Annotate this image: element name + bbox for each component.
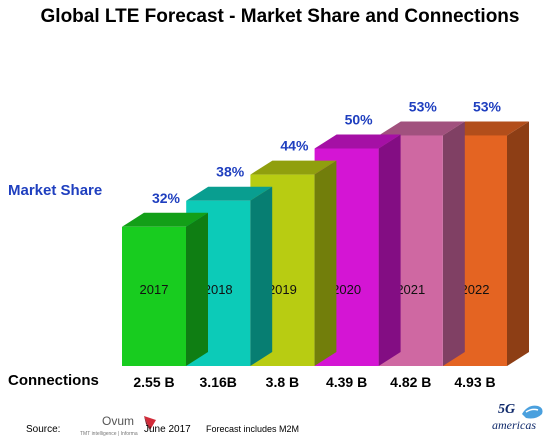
bar-top-2017 bbox=[122, 212, 208, 227]
bars-group: 2022 53% 4.93 B 2021 53% 4.82 B 2020 50% 4.39 B 2… bbox=[122, 98, 529, 390]
data-label: 38% bbox=[216, 164, 245, 180]
bar-side-2021 bbox=[442, 121, 465, 366]
bar-top-2020 bbox=[314, 134, 401, 149]
category-label: 2018 bbox=[204, 282, 233, 297]
data-label: 53% bbox=[409, 98, 438, 114]
category-label: 2017 bbox=[140, 282, 169, 297]
category-label: 2020 bbox=[332, 282, 361, 297]
bar-side-2018 bbox=[250, 186, 273, 366]
connections-value: 2.55 B bbox=[133, 374, 174, 390]
logo-tagline: TMT intelligence | Informa bbox=[80, 431, 138, 437]
bar-side-2017 bbox=[186, 212, 208, 366]
ovum-mark-icon bbox=[144, 416, 156, 430]
logo-name: Ovum bbox=[102, 414, 135, 428]
chart-title: Global LTE Forecast - Market Share and C… bbox=[40, 6, 520, 27]
connections-value: 3.8 B bbox=[266, 374, 299, 390]
data-label: 44% bbox=[280, 138, 309, 154]
connections-value: 4.82 B bbox=[390, 374, 431, 390]
globe-icon bbox=[522, 405, 543, 419]
bar-2017 bbox=[122, 226, 186, 366]
bar-side-2020 bbox=[378, 134, 401, 366]
footer: Source: Ovum TMT intelligence | Informa … bbox=[26, 414, 376, 440]
bar-top-2021 bbox=[378, 121, 465, 136]
ovum-logo: Ovum TMT intelligence | Informa bbox=[70, 414, 156, 440]
market-share-series-label: Market Share bbox=[8, 182, 103, 199]
connections-label: Connections bbox=[8, 372, 99, 389]
source-label: Source: bbox=[26, 424, 61, 435]
5g-americas-logo: 5G americas bbox=[490, 398, 552, 440]
connections-value: 3.16B bbox=[200, 374, 237, 390]
connections-value: 4.93 B bbox=[454, 374, 495, 390]
source-date: June 2017 bbox=[144, 424, 191, 435]
brand-line-2: americas bbox=[492, 418, 536, 432]
data-label: 53% bbox=[473, 98, 502, 114]
data-label: 50% bbox=[345, 112, 374, 128]
forecast-note: Forecast includes M2M bbox=[206, 424, 300, 434]
bar-side-2022 bbox=[507, 121, 529, 366]
bar-side-2019 bbox=[314, 160, 337, 366]
connections-value: 4.39 B bbox=[326, 374, 367, 390]
category-label: 2021 bbox=[396, 282, 425, 297]
brand-line-1: 5G bbox=[498, 402, 516, 417]
category-label: 2022 bbox=[461, 282, 490, 297]
bar-top-2018 bbox=[186, 186, 273, 201]
bar-top-2019 bbox=[250, 160, 337, 175]
data-label: 32% bbox=[152, 190, 181, 206]
category-label: 2019 bbox=[268, 282, 297, 297]
